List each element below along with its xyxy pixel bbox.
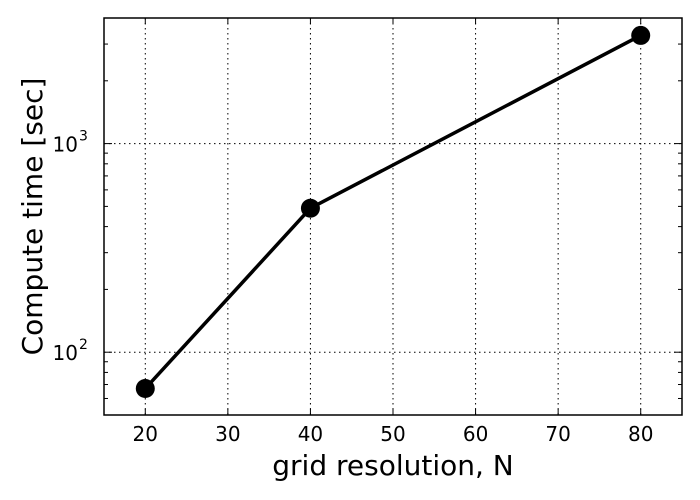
- y-axis-label: Compute time [sec]: [16, 78, 49, 356]
- x-axis-label: grid resolution, N: [272, 449, 514, 482]
- series-layer: [135, 25, 651, 398]
- y-tick-exponent: 2: [79, 337, 88, 353]
- y-tick-label: 10: [53, 133, 78, 157]
- y-tick-label: 10: [53, 341, 78, 365]
- grid: [104, 18, 682, 415]
- plot-frame: [103, 17, 683, 416]
- data-point: [631, 25, 651, 45]
- data-point: [135, 378, 155, 398]
- x-tick-label: 40: [298, 422, 323, 446]
- y-tick-exponent: 3: [79, 129, 88, 145]
- x-tick-label: 20: [133, 422, 158, 446]
- x-tick-label: 30: [215, 422, 240, 446]
- x-tick-label: 60: [463, 422, 488, 446]
- x-tick-label: 80: [628, 422, 653, 446]
- x-tick-label: 50: [380, 422, 405, 446]
- x-tick-label: 70: [545, 422, 570, 446]
- data-point: [300, 198, 320, 218]
